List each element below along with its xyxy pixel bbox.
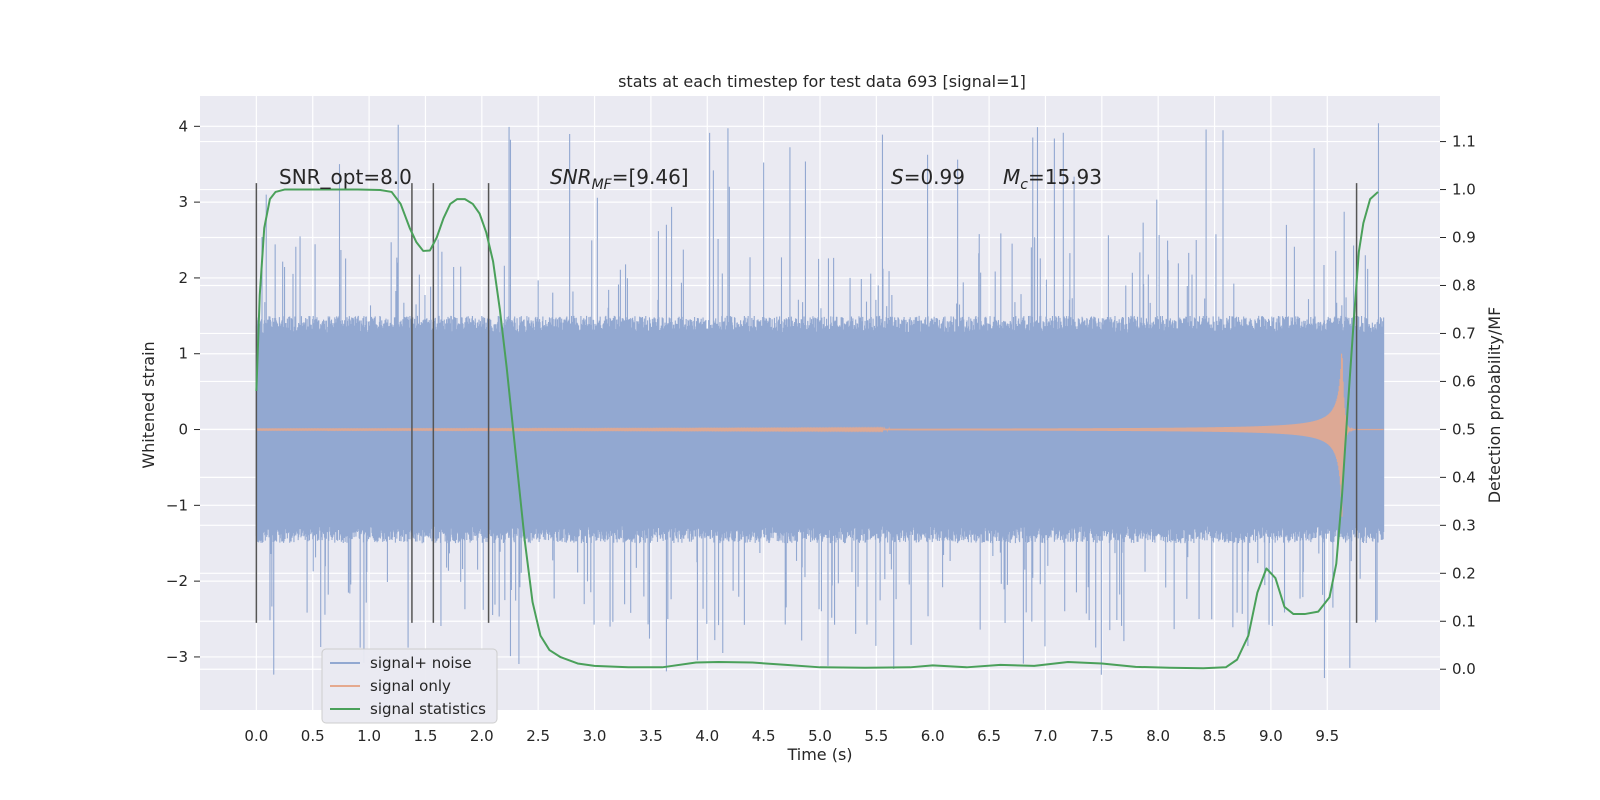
x-tick-label-8: 4.0 [695,727,719,745]
y-axis-left: −3 −2 −1 0 1 2 3 4 [166,117,200,666]
y2-tick-label-9: 0.9 [1452,229,1476,247]
x-tick-label-0: 0.0 [244,727,268,745]
x-tick-label-9: 4.5 [752,727,776,745]
signal-statistics-trace [255,188,1379,670]
y2-tick-label-1: 0.1 [1452,612,1476,630]
y-axis-label: Whitened strain [139,341,158,468]
y-tick-label-0: −3 [166,648,188,666]
y2-tick-label-4: 0.4 [1452,468,1476,486]
y2-tick-label-10: 1.0 [1452,181,1476,199]
snr-mf-sub: MF [592,177,613,193]
legend-box [321,648,498,724]
y2-axis-label: Detection probability/MF [1485,307,1504,504]
chart-title: stats at each timestep for test data 693… [618,72,1026,91]
y2-tick-label-11: 1.1 [1452,133,1476,151]
y2-tick-label-7: 0.7 [1452,324,1476,342]
legend-label-signal-noise: signal+ noise [370,654,472,672]
x-tick-label-3: 1.5 [414,727,438,745]
legend-label-signal-statistics: signal statistics [370,700,486,718]
legend: signal+ noise signal only signal statist… [321,648,498,724]
y-tick-label-2: −1 [166,496,188,514]
x-tick-label-16: 8.0 [1146,727,1170,745]
y-tick-label-6: 3 [178,193,188,211]
annotation-mc: Mc=15.93 [1003,165,1102,193]
y2-tick-label-8: 0.8 [1452,276,1476,294]
x-tick-label-17: 8.5 [1203,727,1227,745]
x-tick-label-12: 6.0 [921,727,945,745]
y-tick-label-1: −2 [166,572,188,590]
mc-sub: c [1020,177,1028,193]
x-tick-label-5: 2.5 [526,727,550,745]
mc-value: =15.93 [1028,165,1102,189]
annotation-s: S=0.99 [891,165,965,189]
y-tick-label-4: 1 [178,345,188,363]
x-tick-label-18: 9.0 [1259,727,1283,745]
y2-tick-label-2: 0.2 [1452,564,1476,582]
x-tick-label-7: 3.5 [639,727,663,745]
signal-only-trace [255,353,1384,517]
s-main: S [891,165,904,189]
vertical-markers [255,183,1358,623]
x-axis: 0.0 0.5 1.0 1.5 2.0 2.5 3.0 3.5 4.0 4.5 5.0 5.5 6.0 6… [244,727,1339,745]
x-tick-label-11: 5.5 [864,727,888,745]
x-tick-label-4: 2.0 [470,727,494,745]
y2-tick-label-6: 0.6 [1452,372,1476,390]
signal-statistics-series [255,188,1379,670]
y-tick-label-3: 0 [178,421,188,439]
y-tick-label-5: 2 [178,269,188,287]
x-tick-label-6: 3.0 [583,727,607,745]
x-axis-label: Time (s) [786,745,852,764]
annotation-snr-opt: SNR_opt=8.0 [279,165,412,189]
s-value: =0.99 [904,165,965,189]
y2-tick-label-0: 0.0 [1452,660,1476,678]
signal-only-series [255,353,1384,517]
x-tick-label-2: 1.0 [357,727,381,745]
annotation-snr-mf: SNRMF=[9.46] [550,165,689,193]
x-tick-label-14: 7.0 [1034,727,1058,745]
legend-label-signal-only: signal only [370,677,451,695]
mc-main: M [1003,165,1020,189]
y-tick-label-7: 4 [178,117,188,135]
snr-mf-main: SNR [550,165,592,189]
x-tick-label-19: 9.5 [1315,727,1339,745]
y2-tick-label-3: 0.3 [1452,516,1476,534]
x-tick-label-1: 0.5 [301,727,325,745]
x-tick-label-15: 7.5 [1090,727,1114,745]
x-tick-label-10: 5.0 [808,727,832,745]
y2-tick-label-5: 0.5 [1452,420,1476,438]
snr-mf-value: =[9.46] [612,165,689,189]
y-axis-right: 0.0 0.1 0.2 0.3 0.4 0.5 0.6 0.7 0.8 0.9 1.0 1.1 [1440,133,1476,678]
x-tick-label-13: 6.5 [977,727,1001,745]
